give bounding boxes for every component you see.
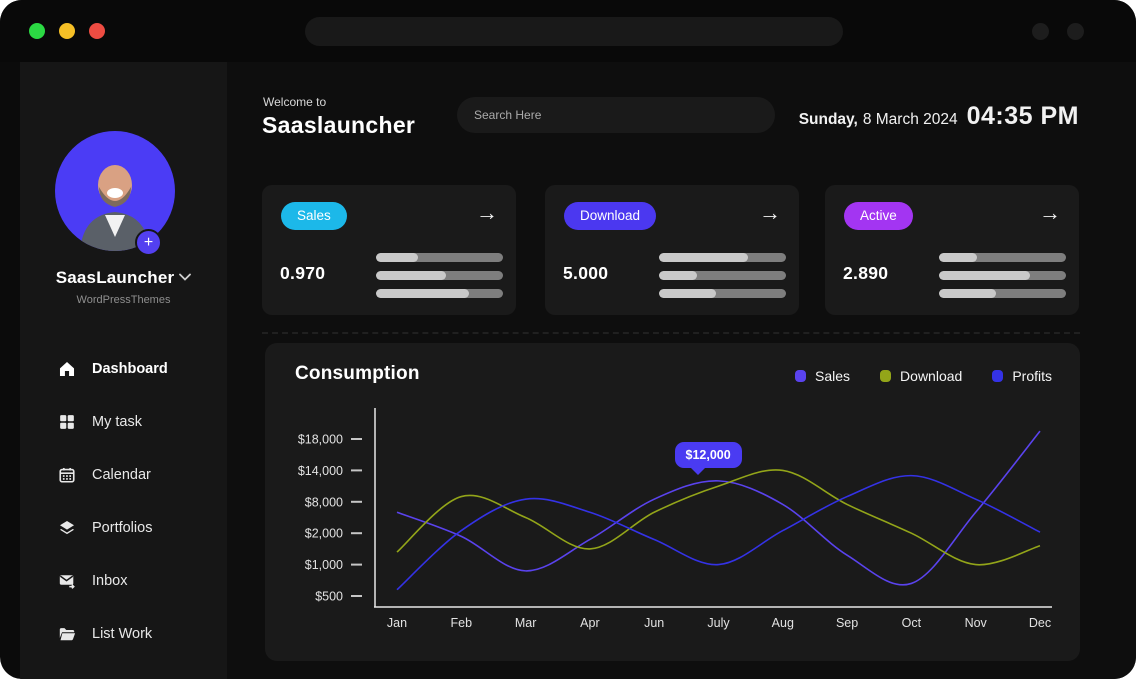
folder-icon	[58, 625, 76, 643]
stat-bar	[376, 271, 503, 280]
stat-card: Active → 2.890	[825, 185, 1079, 315]
stat-bar	[659, 271, 786, 280]
date-text: 8 March 2024	[862, 111, 958, 128]
stat-card: Download → 5.000	[545, 185, 799, 315]
sidebar-item-inbox[interactable]: Inbox	[58, 566, 219, 596]
traffic-light-yellow[interactable]	[59, 23, 75, 39]
consumption-line-chart[interactable]: $18,000 $14,000 $8,000 $2,000 $1,000 $500 Jan F…	[265, 343, 1080, 661]
svg-text:$2,000: $2,000	[305, 527, 343, 541]
svg-text:Jan: Jan	[387, 616, 407, 630]
svg-text:Oct: Oct	[902, 616, 922, 630]
sidebar-item-label: List Work	[92, 626, 153, 642]
stat-badge: Sales	[281, 202, 347, 230]
inbox-icon	[58, 572, 76, 590]
profile-menu[interactable]: SaasLauncher	[20, 268, 227, 288]
stat-bars	[376, 253, 503, 307]
legend-item[interactable]: Profits	[992, 368, 1052, 384]
legend-item[interactable]: Download	[880, 368, 962, 384]
traffic-light-red[interactable]	[89, 23, 105, 39]
time-text: 04:35 PM	[966, 102, 1079, 130]
sidebar-item-label: Calendar	[92, 467, 151, 483]
sidebar-item-label: Inbox	[92, 573, 128, 589]
svg-text:July: July	[707, 616, 730, 630]
sidebar-item-label: Dashboard	[92, 361, 168, 377]
stat-value: 5.000	[563, 263, 609, 283]
arrow-right-button[interactable]: →	[1037, 198, 1063, 228]
stat-bar	[939, 253, 1066, 262]
profile-subtitle: WordPressThemes	[76, 294, 171, 306]
stat-badge: Active	[844, 202, 913, 230]
avatar	[55, 131, 175, 251]
svg-text:$18,000: $18,000	[298, 433, 343, 447]
layers-icon	[58, 519, 76, 537]
sidebar-item-label: My task	[92, 414, 142, 430]
svg-text:Jun: Jun	[644, 616, 664, 630]
legend-dot-icon	[795, 370, 807, 382]
stat-bar	[376, 289, 503, 298]
legend-dot-icon	[992, 370, 1004, 382]
grid-icon	[58, 413, 76, 431]
svg-text:Sep: Sep	[836, 616, 858, 630]
add-profile-button[interactable]: +	[135, 229, 162, 256]
arrow-right-button[interactable]: →	[474, 198, 500, 228]
legend-label: Profits	[1012, 368, 1052, 384]
legend-dot-icon	[880, 370, 892, 382]
sidebar-item-list-work[interactable]: List Work	[58, 619, 219, 649]
search-input[interactable]	[457, 97, 775, 133]
stat-bar	[939, 289, 1066, 298]
datetime: Sunday, 8 March 2024 04:35 PM	[799, 102, 1079, 131]
legend-item[interactable]: Sales	[795, 368, 850, 384]
stat-bars	[659, 253, 786, 307]
chevron-down-icon	[179, 273, 192, 281]
tooltip-value: $12,000	[685, 447, 731, 462]
legend-label: Download	[900, 368, 963, 384]
stat-value: 2.890	[843, 263, 889, 283]
svg-text:Mar: Mar	[515, 616, 537, 630]
sidebar-item-portfolios[interactable]: Portfolios	[58, 513, 219, 543]
sidebar-item-calendar[interactable]: Calendar	[58, 460, 219, 490]
traffic-light-green[interactable]	[29, 23, 45, 39]
svg-text:$8,000: $8,000	[305, 495, 343, 509]
svg-text:Aug: Aug	[772, 616, 794, 630]
svg-text:Apr: Apr	[580, 616, 599, 630]
svg-text:$14,000: $14,000	[298, 464, 343, 478]
stat-bars	[939, 253, 1066, 307]
svg-text:Dec: Dec	[1029, 616, 1051, 630]
sidebar-item-dashboard[interactable]: Dashboard	[58, 354, 219, 384]
address-bar[interactable]	[305, 17, 843, 46]
home-icon	[58, 360, 76, 378]
dashed-divider	[262, 332, 1080, 334]
svg-text:$500: $500	[315, 590, 343, 604]
stat-bar	[659, 289, 786, 298]
sidebar: + SaasLauncher WordPressThemes Dashboard…	[20, 62, 227, 679]
titlebar-dot-button[interactable]	[1067, 23, 1084, 40]
svg-text:Nov: Nov	[965, 616, 988, 630]
titlebar-dot-button[interactable]	[1032, 23, 1049, 40]
arrow-right-button[interactable]: →	[757, 198, 783, 228]
window-titlebar	[0, 0, 1136, 62]
chart-legend: Sales Download Profits	[795, 368, 1052, 384]
svg-text:Feb: Feb	[451, 616, 473, 630]
stat-card: Sales → 0.970	[262, 185, 516, 315]
profile-name: SaasLauncher	[55, 268, 175, 287]
stat-badge: Download	[564, 202, 657, 230]
date-day: Sunday,	[798, 111, 858, 128]
welcome-text: Welcome to	[263, 95, 327, 109]
chart-card: Consumption Sales Download Profits $18,000…	[265, 343, 1080, 661]
stat-bar	[659, 253, 786, 262]
sidebar-nav: Dashboard My task Calendar Portfolios	[58, 354, 219, 672]
page-title: Saaslauncher	[262, 112, 416, 138]
svg-text:$1,000: $1,000	[305, 558, 343, 572]
chart-tooltip: $12,000	[674, 441, 742, 475]
sidebar-item-my-task[interactable]: My task	[58, 407, 219, 437]
chart-title: Consumption	[295, 363, 420, 384]
stat-bar	[939, 271, 1066, 280]
legend-label: Sales	[815, 368, 851, 384]
stat-value: 0.970	[280, 263, 326, 283]
stat-bar	[376, 253, 503, 262]
main-content: Welcome to Saaslauncher Sunday, 8 March …	[227, 62, 1136, 679]
sidebar-item-label: Portfolios	[92, 520, 153, 536]
calendar-icon	[58, 466, 76, 484]
